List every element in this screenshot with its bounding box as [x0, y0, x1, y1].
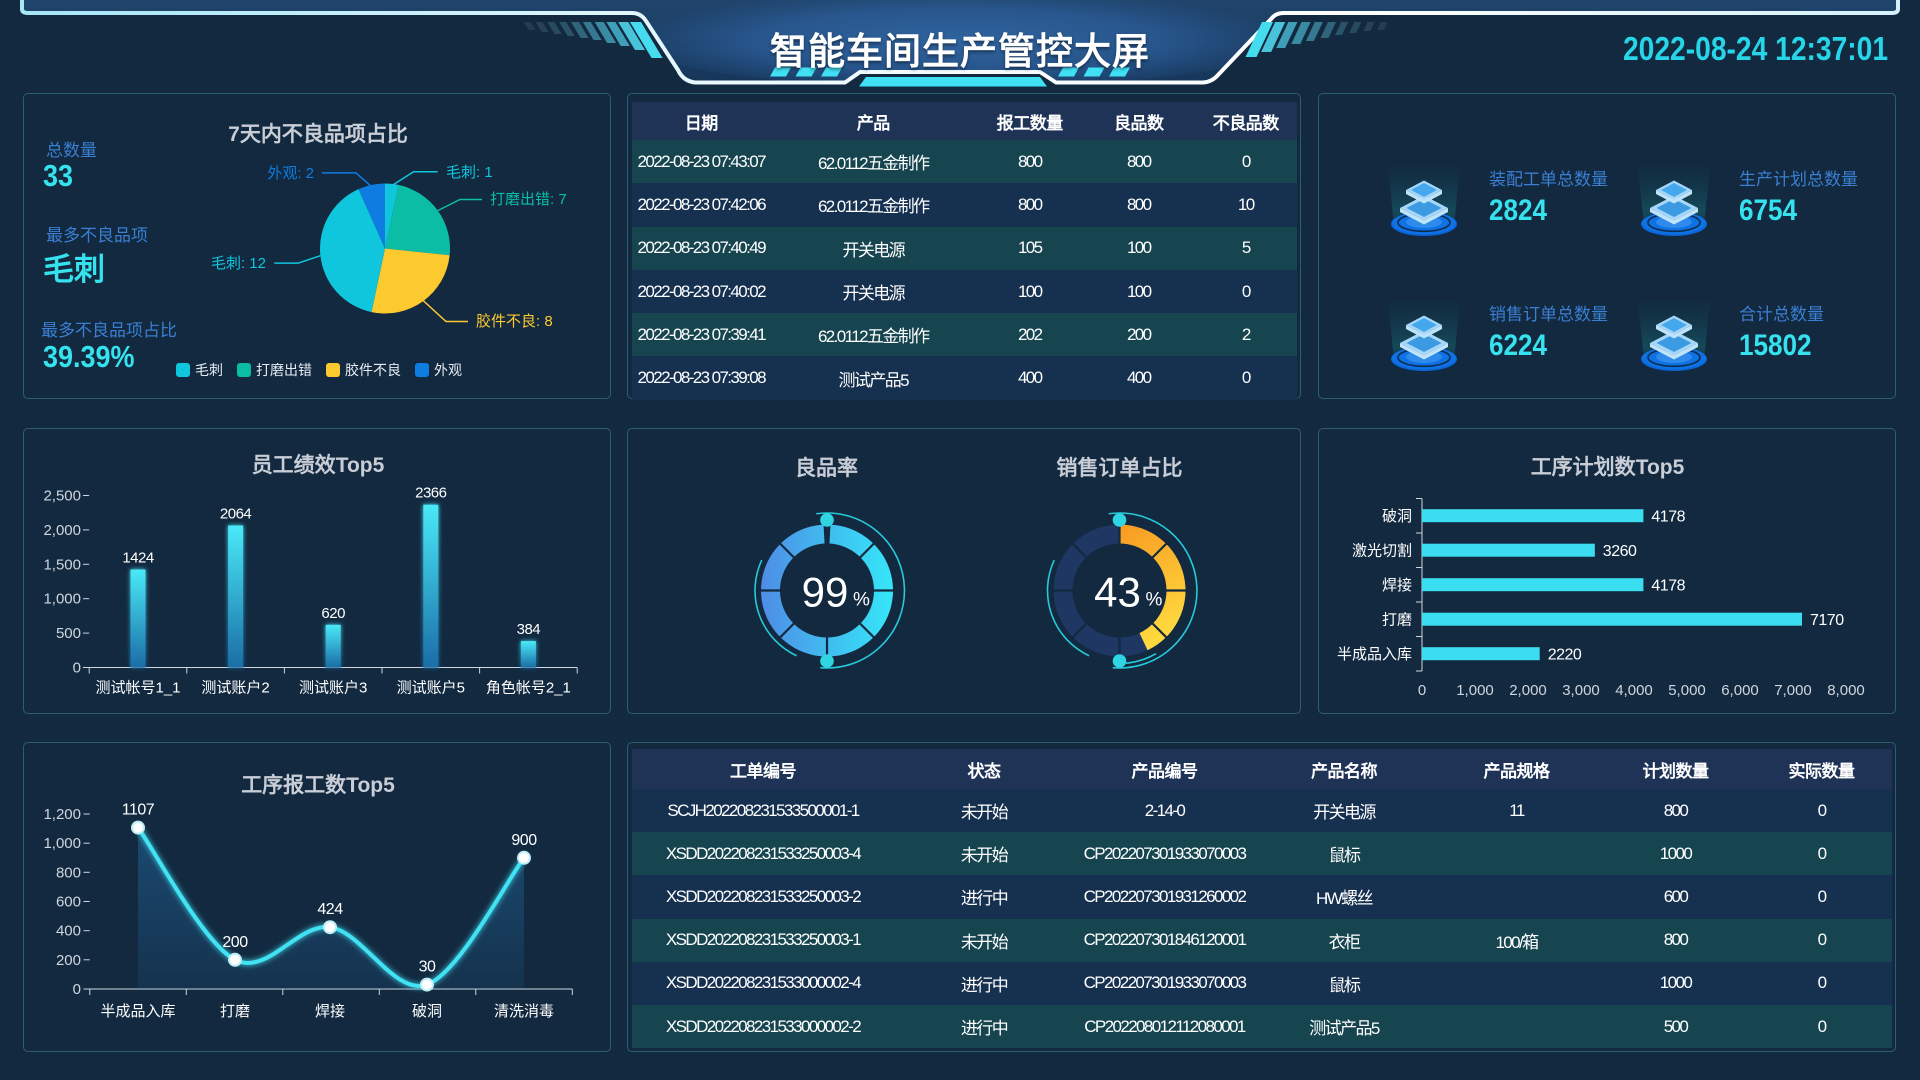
svg-text:胶件不良: 8: 胶件不良: 8: [476, 313, 553, 330]
svg-text:焊接: 焊接: [315, 1003, 345, 1020]
svg-text:7,000: 7,000: [1774, 682, 1812, 699]
svg-text:毛刺: 1: 毛刺: 1: [446, 164, 493, 181]
svg-text:半成品入库: 半成品入库: [100, 1003, 175, 1020]
svg-text:%: %: [853, 589, 870, 610]
svg-text:测试账户2: 测试账户2: [201, 679, 269, 696]
svg-text:0: 0: [1418, 682, 1426, 699]
svg-text:角色帐号2_1: 角色帐号2_1: [486, 679, 571, 696]
svg-text:1424: 1424: [122, 549, 154, 566]
svg-text:600: 600: [56, 894, 81, 911]
svg-text:1,200: 1,200: [43, 806, 81, 823]
svg-text:2,000: 2,000: [1509, 682, 1547, 699]
svg-text:2366: 2366: [415, 484, 447, 501]
svg-text:7170: 7170: [1810, 612, 1844, 629]
svg-text:30: 30: [419, 959, 436, 976]
svg-text:500: 500: [56, 625, 81, 642]
svg-text:毛刺: 毛刺: [195, 362, 223, 378]
svg-text:外观: 外观: [434, 362, 462, 378]
svg-text:1,000: 1,000: [1456, 682, 1494, 699]
svg-text:胶件不良: 胶件不良: [345, 362, 401, 378]
svg-text:测试账户3: 测试账户3: [299, 679, 367, 696]
svg-text:5,000: 5,000: [1668, 682, 1706, 699]
svg-text:200: 200: [56, 952, 81, 969]
svg-text:8,000: 8,000: [1827, 682, 1865, 699]
svg-text:外观: 2: 外观: 2: [267, 165, 314, 182]
svg-text:打磨出错: 打磨出错: [256, 362, 312, 378]
svg-text:清洗消毒: 清洗消毒: [494, 1003, 554, 1020]
svg-text:%: %: [1145, 589, 1162, 610]
svg-text:打磨: 打磨: [220, 1003, 250, 1020]
svg-text:384: 384: [517, 621, 541, 638]
svg-text:424: 424: [317, 901, 343, 918]
svg-text:2,500: 2,500: [43, 487, 81, 504]
svg-text:400: 400: [56, 923, 81, 940]
svg-text:1,000: 1,000: [43, 590, 81, 607]
svg-text:1,500: 1,500: [43, 556, 81, 573]
svg-text:6,000: 6,000: [1721, 682, 1759, 699]
svg-text:1107: 1107: [122, 802, 155, 819]
svg-text:焊接: 焊接: [1382, 577, 1412, 594]
svg-text:99: 99: [801, 568, 848, 615]
svg-text:激光切割: 激光切割: [1352, 542, 1412, 559]
svg-text:测试账户5: 测试账户5: [397, 679, 465, 696]
svg-text:2220: 2220: [1548, 646, 1582, 663]
svg-text:3260: 3260: [1603, 543, 1637, 560]
svg-text:毛刺: 12: 毛刺: 12: [211, 255, 266, 272]
svg-text:900: 900: [511, 832, 537, 849]
svg-text:2064: 2064: [220, 505, 252, 522]
svg-text:4178: 4178: [1651, 508, 1685, 525]
svg-text:4178: 4178: [1651, 577, 1685, 594]
svg-text:打磨: 打磨: [1382, 611, 1412, 628]
svg-text:0: 0: [73, 981, 81, 998]
svg-text:620: 620: [321, 604, 345, 621]
svg-text:800: 800: [56, 864, 81, 881]
svg-text:破洞: 破洞: [1382, 508, 1412, 525]
svg-text:1,000: 1,000: [43, 835, 81, 852]
svg-text:测试帐号1_1: 测试帐号1_1: [95, 679, 180, 696]
svg-text:破洞: 破洞: [412, 1003, 442, 1020]
svg-text:3,000: 3,000: [1562, 682, 1600, 699]
svg-text:2,000: 2,000: [43, 521, 81, 538]
svg-text:0: 0: [73, 659, 81, 676]
svg-text:打磨出错: 7: 打磨出错: 7: [490, 191, 567, 208]
svg-text:200: 200: [222, 934, 248, 951]
svg-text:半成品入库: 半成品入库: [1337, 646, 1412, 663]
svg-text:4,000: 4,000: [1615, 682, 1653, 699]
svg-text:43: 43: [1094, 568, 1141, 615]
